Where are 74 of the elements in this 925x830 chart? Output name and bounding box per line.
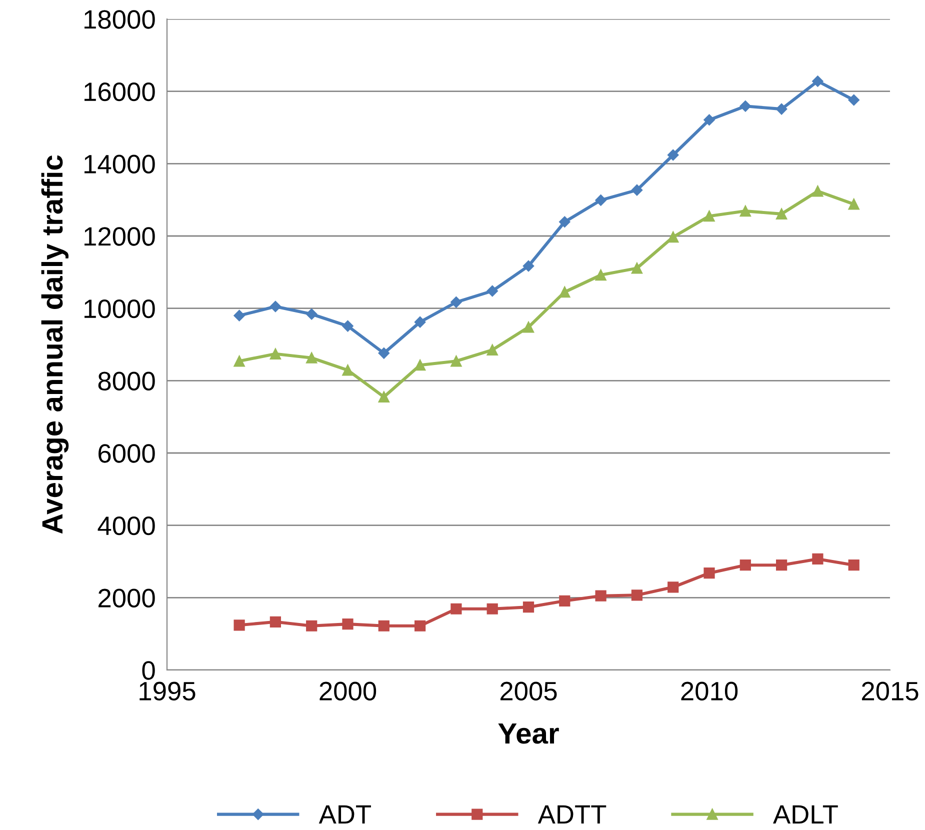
point xyxy=(812,553,824,565)
point xyxy=(486,285,498,297)
point xyxy=(522,602,534,613)
point xyxy=(776,560,788,571)
y-tick-label: 0 xyxy=(142,661,155,680)
point xyxy=(342,364,354,376)
point xyxy=(668,232,679,243)
point xyxy=(595,590,606,602)
point xyxy=(776,208,788,220)
point xyxy=(234,310,245,322)
point xyxy=(776,103,788,115)
point xyxy=(450,296,462,308)
point xyxy=(740,100,752,112)
point xyxy=(306,620,318,632)
point xyxy=(812,76,824,87)
point xyxy=(486,344,498,356)
y-tick-label: 6000 xyxy=(98,444,155,463)
point xyxy=(667,149,679,161)
point xyxy=(559,216,570,228)
point xyxy=(631,590,643,601)
y-tick-label: 4000 xyxy=(98,516,155,536)
point xyxy=(342,320,354,332)
point xyxy=(812,186,824,197)
point xyxy=(270,616,282,628)
point xyxy=(342,618,354,630)
point xyxy=(414,360,426,371)
x-tick-label: 2015 xyxy=(862,682,918,700)
point xyxy=(704,114,715,126)
point xyxy=(522,322,534,333)
point xyxy=(414,620,426,632)
y-tick-label: 10000 xyxy=(84,299,155,318)
point xyxy=(595,270,606,281)
x-axis-title: Year xyxy=(498,723,559,744)
point xyxy=(450,603,462,614)
point xyxy=(740,560,751,571)
point xyxy=(234,356,245,367)
legend-label: ADT xyxy=(318,805,371,824)
point xyxy=(848,560,860,571)
point xyxy=(848,198,860,210)
y-tick-label: 16000 xyxy=(84,82,155,102)
point xyxy=(306,352,318,364)
point xyxy=(378,391,390,402)
point xyxy=(306,308,318,320)
point xyxy=(378,620,390,632)
legend-label: ADLT xyxy=(773,805,838,824)
x-tick-label: 1995 xyxy=(140,682,196,700)
legend-label: ADTT xyxy=(538,805,606,824)
point xyxy=(848,94,860,106)
point xyxy=(270,348,282,360)
y-tick-label: 14000 xyxy=(84,154,155,174)
y-tick-label: 8000 xyxy=(98,372,155,390)
point xyxy=(414,316,426,328)
point xyxy=(234,620,245,631)
x-tick-label: 2000 xyxy=(320,682,376,700)
y-tick-label: 12000 xyxy=(84,227,155,246)
point xyxy=(270,300,282,312)
x-tick-label: 2005 xyxy=(500,682,557,700)
point xyxy=(631,262,643,274)
point xyxy=(740,205,751,217)
point xyxy=(595,194,606,206)
y-tick-label: 18000 xyxy=(84,10,155,29)
point xyxy=(704,210,715,222)
y-tick-label: 2000 xyxy=(98,588,155,608)
point xyxy=(704,568,715,579)
point xyxy=(486,603,498,614)
x-tick-label: 2010 xyxy=(681,682,738,700)
y-axis-title: Average annual daily traffic xyxy=(41,155,69,534)
point xyxy=(378,348,390,359)
point xyxy=(450,356,462,367)
point xyxy=(559,286,570,298)
point xyxy=(522,260,534,272)
point xyxy=(559,595,570,606)
point xyxy=(668,582,679,593)
point xyxy=(631,184,643,196)
